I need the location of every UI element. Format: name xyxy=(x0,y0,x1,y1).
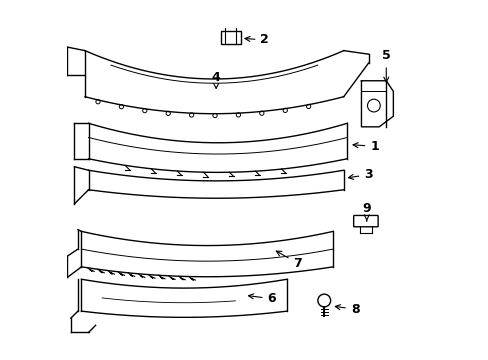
Text: 9: 9 xyxy=(362,202,370,221)
Text: 3: 3 xyxy=(348,168,372,181)
Text: 1: 1 xyxy=(352,140,378,153)
Text: 8: 8 xyxy=(335,303,359,316)
FancyBboxPatch shape xyxy=(353,215,377,227)
Text: 5: 5 xyxy=(381,49,390,82)
Text: 7: 7 xyxy=(276,251,302,270)
Text: 2: 2 xyxy=(244,33,269,46)
Text: 4: 4 xyxy=(211,71,220,88)
Text: 6: 6 xyxy=(248,292,276,305)
Bar xyxy=(221,31,241,44)
